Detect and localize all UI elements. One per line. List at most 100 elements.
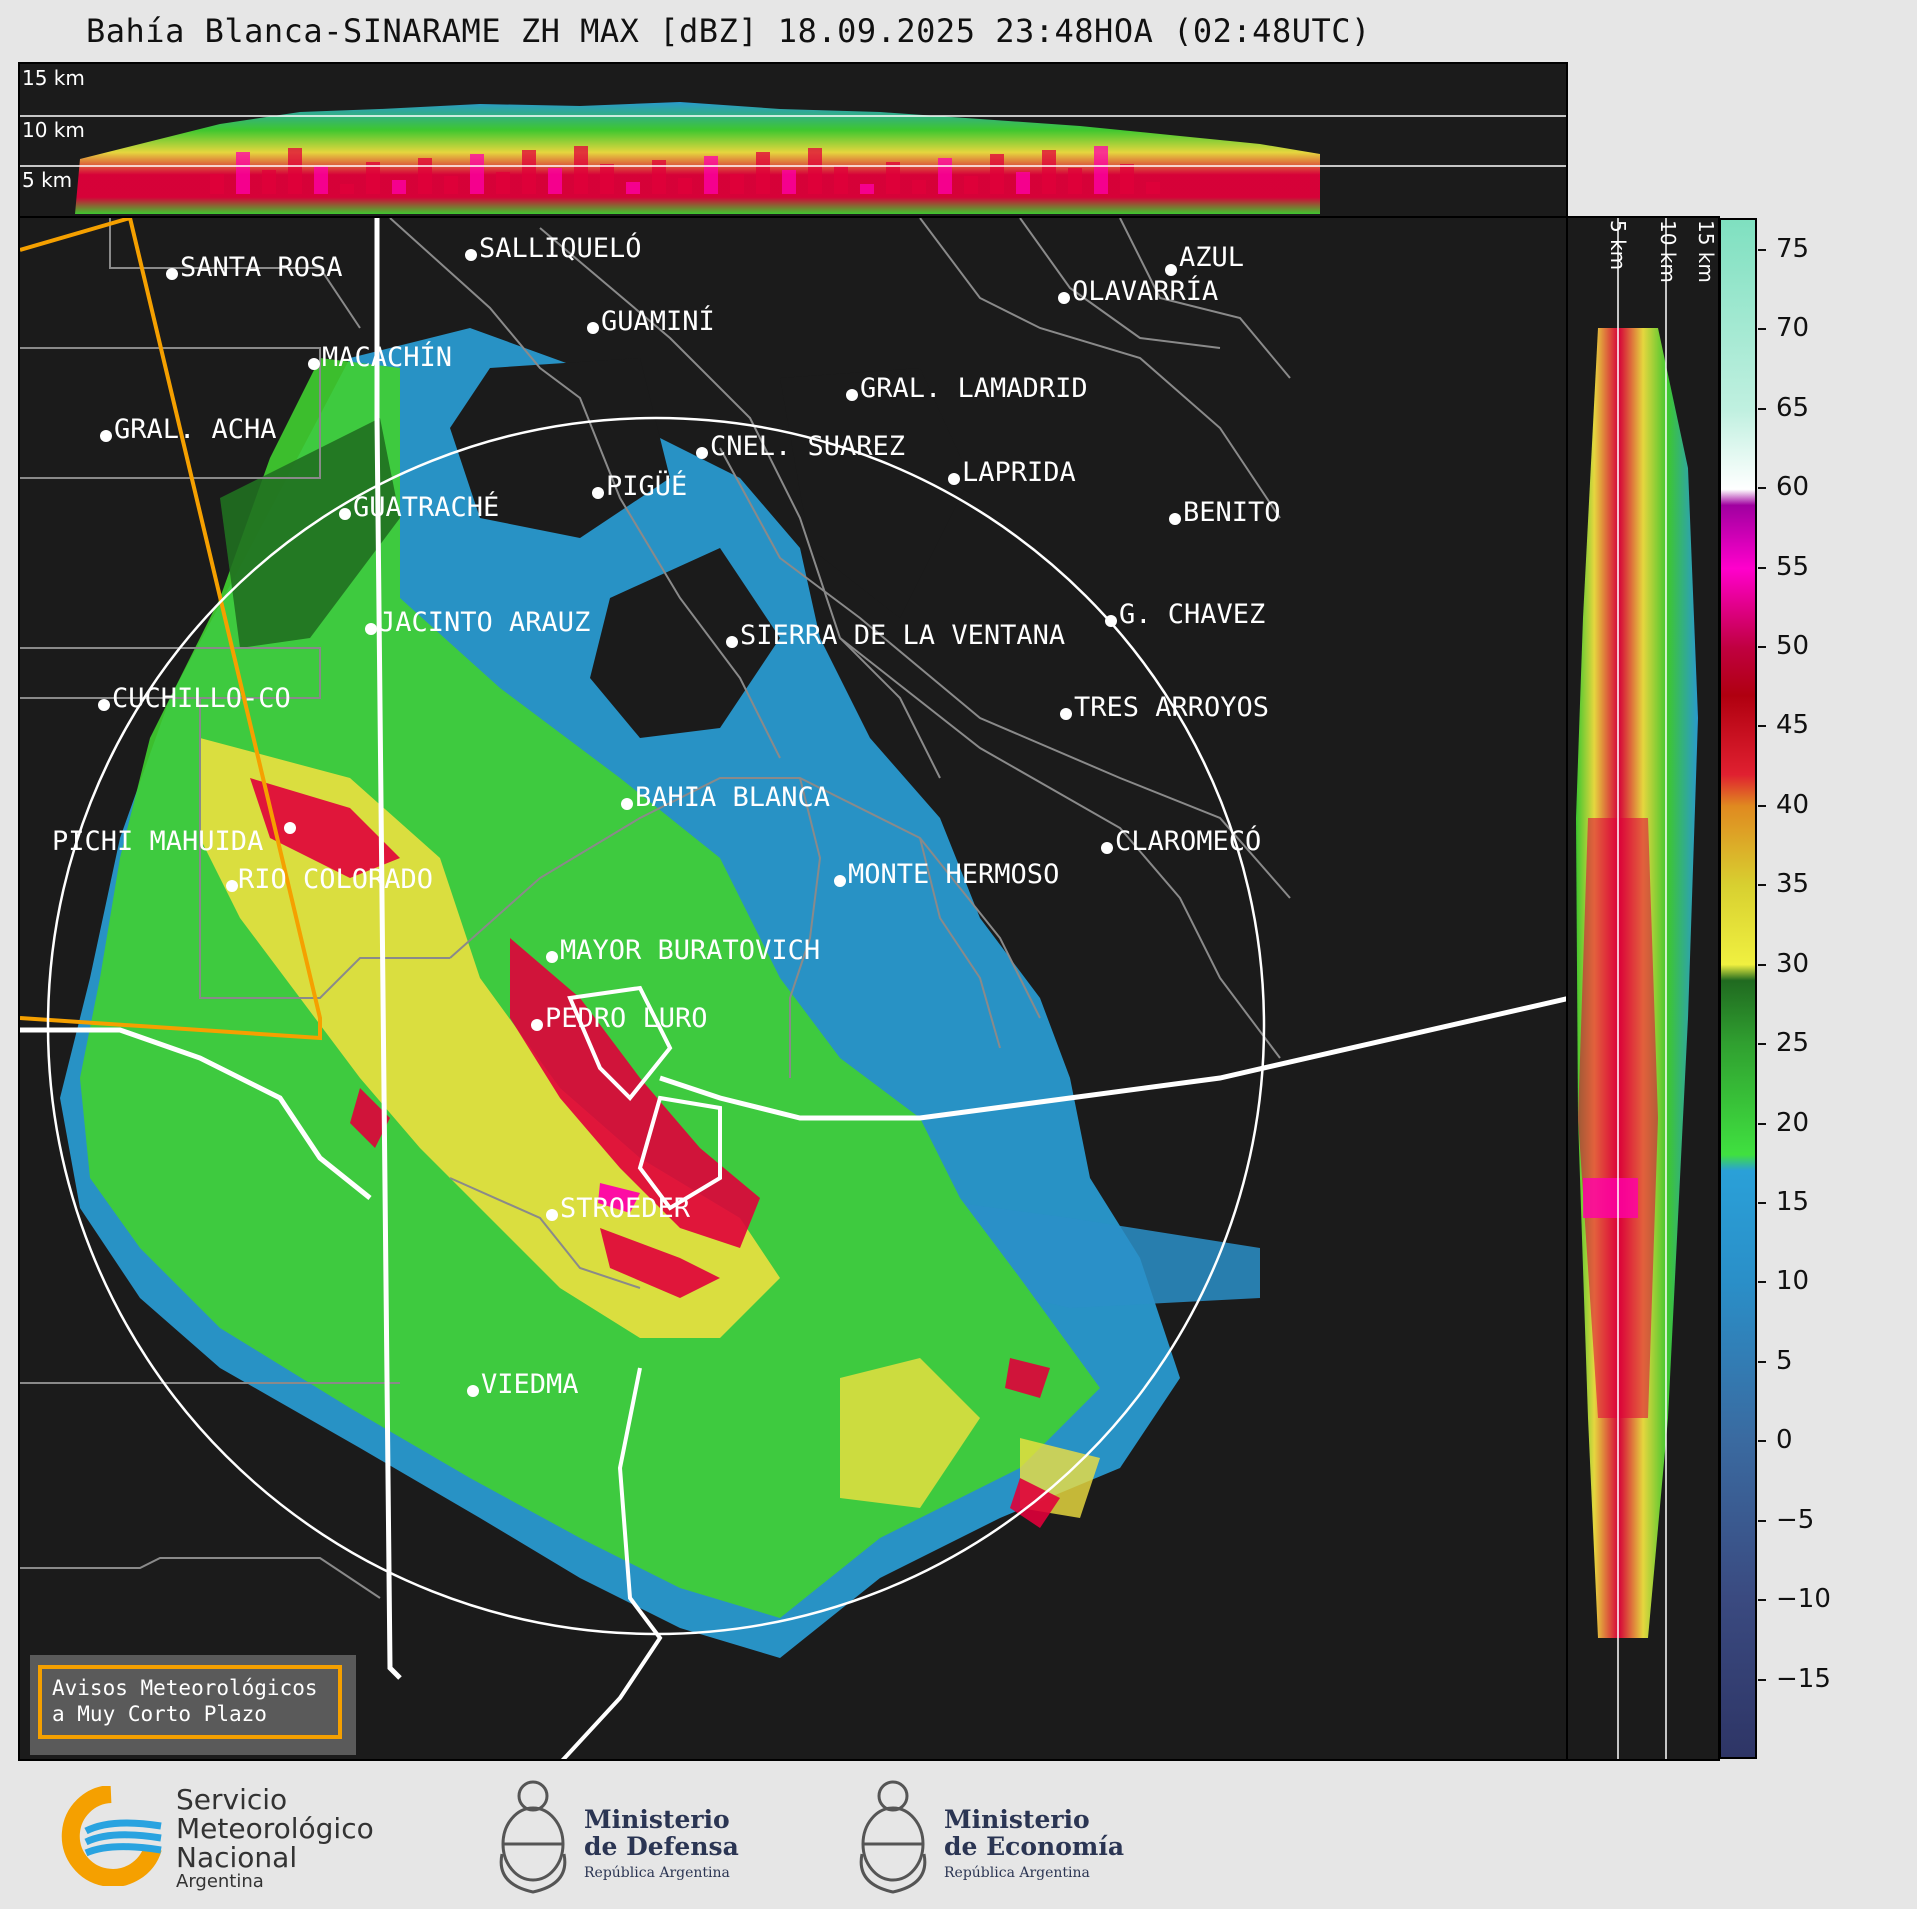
city-marker xyxy=(1060,708,1072,720)
top-profile-core xyxy=(392,180,406,194)
defensa-line-2: de Defensa xyxy=(584,1832,739,1861)
colorbar-tick: 10 xyxy=(1758,1266,1809,1296)
smn-line-4: Argentina xyxy=(176,1871,264,1892)
city-marker xyxy=(621,798,633,810)
height-label-5km-v: 5 km xyxy=(1606,220,1630,271)
colorbar-tick: 55 xyxy=(1758,552,1809,582)
top-profile-core xyxy=(652,160,666,194)
defensa-seal-icon xyxy=(499,1780,567,1894)
height-label-15km: 15 km xyxy=(22,66,85,90)
rio-negro-river xyxy=(560,1367,663,1759)
city-label: SIERRA DE LA VENTANA xyxy=(740,620,1066,651)
city-marker xyxy=(1058,292,1070,304)
city-marker xyxy=(726,636,738,648)
city-marker xyxy=(1101,842,1113,854)
city-label: PICHI MAHUIDA xyxy=(52,826,264,857)
economia-seal-icon xyxy=(859,1780,927,1894)
top-profile-core xyxy=(860,184,874,194)
top-profile-core xyxy=(210,174,224,194)
city-label: STROEDER xyxy=(560,1193,691,1224)
echo-yellow-cores xyxy=(200,738,1100,1518)
colorbar-tick: 65 xyxy=(1758,393,1809,423)
city-marker xyxy=(166,268,178,280)
city-label: RIO COLORADO xyxy=(238,864,434,895)
city-label: SALLIQUELÓ xyxy=(479,233,642,264)
city-marker xyxy=(339,508,351,520)
top-profile-core xyxy=(470,154,484,194)
city-label: GUATRACHÉ xyxy=(353,492,500,523)
colorbar-tick: 60 xyxy=(1758,472,1809,502)
city-label: SANTA ROSA xyxy=(180,252,343,283)
colorbar-tick: 0 xyxy=(1758,1425,1793,1455)
city-marker xyxy=(284,822,296,834)
city-marker xyxy=(696,447,708,459)
dbz-colorbar xyxy=(1719,218,1757,1759)
top-profile-core xyxy=(626,182,640,194)
defensa-line-1: Ministerio xyxy=(584,1805,730,1834)
city-label: VIEDMA xyxy=(481,1369,579,1400)
city-marker xyxy=(365,623,377,635)
colorbar-tick: −15 xyxy=(1758,1664,1831,1694)
colorbar-tick: −10 xyxy=(1758,1584,1831,1614)
city-label: TRES ARROYOS xyxy=(1074,692,1270,723)
colorbar-tick: 70 xyxy=(1758,313,1809,343)
height-label-5km: 5 km xyxy=(22,168,73,192)
top-profile-core xyxy=(704,156,718,194)
radar-range-ring xyxy=(46,416,1266,1636)
colorbar-tick: 25 xyxy=(1758,1028,1809,1058)
city-label: PEDRO LURO xyxy=(545,1003,708,1034)
notice-line-1: Avisos Meteorológicos xyxy=(52,1676,318,1700)
colorbar-tick: 75 xyxy=(1758,234,1809,264)
notice-box: Avisos Meteorológicos a Muy Corto Plazo xyxy=(30,1655,356,1755)
notice-line-2: a Muy Corto Plazo xyxy=(52,1702,267,1726)
right-height-profile: 5 km 10 km 15 km xyxy=(1566,216,1720,1761)
city-label: PIGÜÉ xyxy=(606,471,688,502)
city-label: CUCHILLO-CO xyxy=(112,683,291,714)
city-label: OLAVARRÍA xyxy=(1072,276,1219,307)
colorbar-tick: 5 xyxy=(1758,1346,1793,1376)
height-label-10km-v: 10 km xyxy=(1656,220,1680,283)
top-profile-core xyxy=(1068,168,1082,194)
top-profile-core xyxy=(1042,150,1056,194)
city-label: G. CHAVEZ xyxy=(1119,599,1266,630)
top-profile-svg xyxy=(20,102,1566,214)
city-marker xyxy=(465,249,477,261)
height-label-10km: 10 km xyxy=(22,118,85,142)
top-profile-core xyxy=(288,148,302,194)
economia-line-3: República Argentina xyxy=(944,1865,1090,1881)
radar-map[interactable]: SANTA ROSA SALLIQUELÓ GUAMINÍ AZUL OLAVARRÍA… xyxy=(18,216,1568,1761)
chart-title: Bahía Blanca-SINARAME ZH MAX [dBZ] 18.09… xyxy=(86,12,1371,50)
city-marker xyxy=(834,875,846,887)
warning-polygon[interactable] xyxy=(20,218,322,1041)
right-profile-svg xyxy=(1576,218,1698,1759)
top-profile-core xyxy=(548,168,562,194)
rio-colorado-boundary xyxy=(20,1027,372,1200)
top-profile-core xyxy=(678,178,692,194)
colorbar-tick: 20 xyxy=(1758,1108,1809,1138)
province-boundary xyxy=(374,218,402,1680)
city-label: CLAROMECÓ xyxy=(1115,826,1262,857)
top-profile-core xyxy=(756,152,770,194)
top-profile-core xyxy=(990,154,1004,194)
city-label: GRAL. ACHA xyxy=(114,414,277,445)
echo-green-region xyxy=(80,358,1100,1618)
city-label: MONTE HERMOSO xyxy=(848,859,1060,890)
city-marker xyxy=(100,430,112,442)
colorbar-tick: 35 xyxy=(1758,869,1809,899)
coastline xyxy=(659,996,1566,1121)
top-profile-core xyxy=(444,176,458,194)
city-marker xyxy=(467,1385,479,1397)
top-profile-core xyxy=(418,158,432,194)
colorbar-tick: 45 xyxy=(1758,710,1809,740)
top-profile-core xyxy=(964,176,978,194)
city-label: LAPRIDA xyxy=(962,457,1076,488)
colorbar-tick: 40 xyxy=(1758,790,1809,820)
city-marker xyxy=(948,473,960,485)
top-profile-core xyxy=(730,174,744,194)
city-label: GRAL. LAMADRID xyxy=(860,373,1088,404)
top-profile-core xyxy=(262,170,276,194)
top-profile-core xyxy=(1094,146,1108,194)
top-profile-core xyxy=(314,166,328,194)
city-label: CNEL. SUAREZ xyxy=(710,431,906,462)
city-label: MACACHÍN xyxy=(322,342,453,373)
